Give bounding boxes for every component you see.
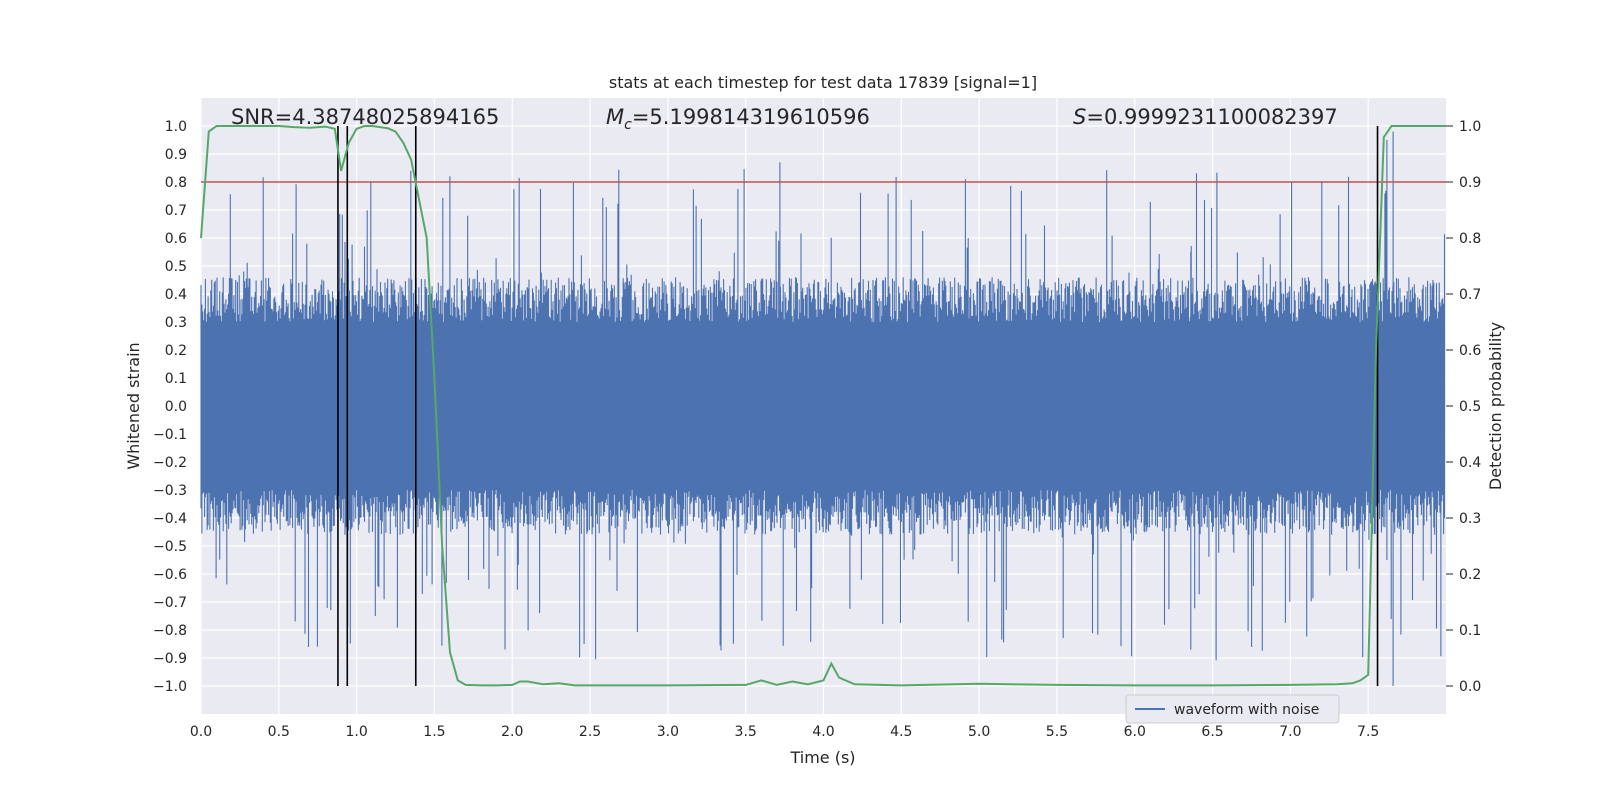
y-tick-label: −0.4 [153,511,187,527]
y-tick-label: 0.7 [165,203,187,219]
y-tick-label: −0.7 [153,595,187,611]
y-tick-label: 0.5 [165,259,187,275]
x-tick-labels: 0.0 0.5 1.0 1.5 2.0 2.5 3.0 3.5 4.0 4.5 5.0 5.5 6.0 6… [190,724,1379,740]
y2-tick-label: 0.8 [1459,231,1481,247]
chirp-mass-symbol: M [606,105,624,129]
y-tick-label: 1.0 [165,119,187,135]
x-tick-label: 2.0 [501,724,523,740]
y2-tick-label: 0.7 [1459,287,1481,303]
snr-annotation: SNR=4.38748025894165 [231,105,499,129]
x-tick-label: 1.5 [423,724,445,740]
x-tick-label: 2.5 [579,724,601,740]
y2-tick-label: 1.0 [1459,119,1481,135]
x-tick-label: 6.5 [1201,724,1223,740]
legend-box [1125,694,1340,724]
x-tick-label: 5.5 [1046,724,1068,740]
chirp-mass-annotation: Mc=5.199814319610596 [606,105,870,133]
y2-tick-label: 0.2 [1459,567,1481,583]
y-tick-label: −0.3 [153,483,187,499]
y-tick-label: −1.0 [153,679,187,695]
x-tick-label: 3.0 [657,724,679,740]
x-tick-label: 7.0 [1279,724,1301,740]
y-tick-labels: −1.0 −0.9 −0.8 −0.7 −0.6 −0.5 −0.4 −0.3 −0.2 −0.1… [153,119,187,695]
y-tick-label: 0.6 [165,231,187,247]
x-tick-label: 4.5 [890,724,912,740]
x-tick-label: 0.5 [268,724,290,740]
y-tick-label: 0.2 [165,343,187,359]
x-tick-label: 7.5 [1357,724,1379,740]
y-tick-label: 0.8 [165,175,187,191]
y2-tick-label: 0.4 [1459,455,1481,471]
waveform-series [200,131,1446,686]
legend: waveform with noise [1125,694,1340,724]
x-tick-label: 1.0 [345,724,367,740]
y-tick-label: 0.9 [165,147,187,163]
detection-probability-line [200,125,1446,687]
y2-tick-labels: 0.0 0.1 0.2 0.3 0.4 0.5 0.6 0.7 0.8 0.9 1.0 [1446,119,1481,695]
y2-tick-label: 0.6 [1459,343,1481,359]
x-axis-label: Time (s) [789,748,855,767]
y-tick-label: −0.2 [153,455,187,471]
event-vlines [337,126,1379,686]
score-annotation: S=0.9999231100082397 [1073,105,1338,129]
y2-axis-label: Detection probability [1486,322,1505,490]
y-tick-label: −0.9 [153,651,187,667]
score-symbol: S [1073,105,1086,129]
x-tick-label: 3.5 [735,724,757,740]
y-tick-label: 0.1 [165,371,187,387]
score-value: =0.9999231100082397 [1086,105,1337,129]
chirp-mass-value: =5.199814319610596 [632,105,870,129]
x-tick-label: 4.0 [812,724,834,740]
chart-title: stats at each timestep for test data 178… [609,73,1037,92]
y-tick-label: 0.3 [165,315,187,331]
y2-tick-label: 0.1 [1459,623,1481,639]
x-tick-label: 5.0 [968,724,990,740]
y-tick-label: 0.0 [165,399,187,415]
legend-label: waveform with noise [1174,702,1319,718]
y-tick-label: −0.1 [153,427,187,443]
y2-tick-label: 0.0 [1459,679,1481,695]
y-tick-label: −0.5 [153,539,187,555]
y-tick-label: −0.8 [153,623,187,639]
y2-tick-label: 0.5 [1459,399,1481,415]
x-tick-label: 6.0 [1124,724,1146,740]
waveform-trace [200,131,1446,686]
y-tick-label: 0.4 [165,287,187,303]
y2-tick-label: 0.9 [1459,175,1481,191]
chirp-mass-subscript: c [624,117,632,133]
y2-tick-label: 0.3 [1459,511,1481,527]
y-tick-label: −0.6 [153,567,187,583]
y-axis-label: Whitened strain [124,342,143,469]
x-tick-label: 0.0 [190,724,212,740]
